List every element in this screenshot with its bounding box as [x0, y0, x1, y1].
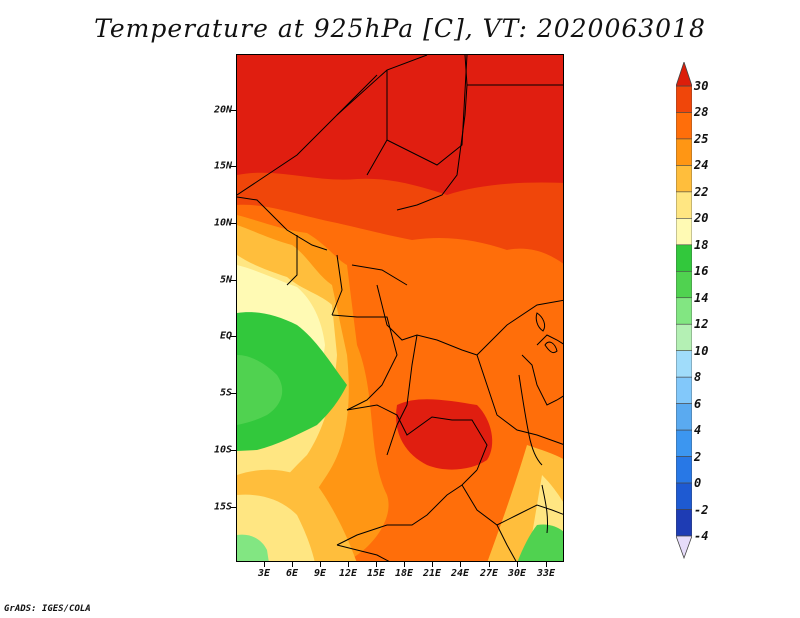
band-16-southeast	[517, 524, 563, 561]
colorbar-label: 30	[694, 79, 709, 93]
lon-label: 6E	[285, 568, 299, 579]
colorbar-label: 18	[694, 237, 709, 252]
lat-tick	[230, 450, 236, 451]
colorbar-segment	[676, 482, 692, 510]
lat-label: 10S	[213, 444, 232, 456]
lon-tick	[432, 562, 433, 567]
colorbar-label: 2	[694, 449, 702, 464]
colorbar-segment	[676, 509, 692, 537]
country-borders	[237, 55, 563, 561]
lat-label: EQ	[219, 330, 232, 342]
colorbar-label: 25	[694, 131, 709, 146]
colorbar-top-arrow	[676, 62, 692, 87]
colorbar-segment	[676, 350, 692, 378]
lat-label: 15N	[213, 160, 232, 172]
lon-tick	[264, 562, 265, 567]
colorbar-label: 22	[694, 184, 709, 199]
colorbar-segment	[676, 85, 692, 113]
lat-tick	[230, 280, 236, 281]
lat-label: 20N	[213, 104, 232, 116]
lon-label: 27E	[479, 568, 499, 579]
colorbar-segment	[676, 297, 692, 325]
lat-label: 15S	[213, 501, 232, 513]
lon-label: 15E	[366, 568, 386, 579]
temperature-map	[236, 54, 564, 562]
lon-tick	[546, 562, 547, 567]
lon-tick	[517, 562, 518, 567]
lon-tick	[404, 562, 405, 567]
lon-label: 30E	[507, 568, 527, 579]
colorbar-segment	[676, 429, 692, 457]
colorbar-segment	[676, 376, 692, 404]
lon-label: 33E	[536, 568, 556, 579]
lon-label: 21E	[422, 568, 442, 579]
colorbar	[676, 62, 692, 560]
lon-label: 3E	[257, 568, 271, 579]
colorbar-segment	[676, 403, 692, 431]
colorbar-label: 24	[694, 158, 709, 173]
colorbar-label: -2	[694, 502, 709, 517]
lat-tick	[230, 336, 236, 337]
lon-label: 12E	[338, 568, 358, 579]
colorbar-label: 20	[694, 211, 709, 226]
lat-tick	[230, 166, 236, 167]
band-16-coast	[237, 312, 347, 451]
colorbar-segment	[676, 218, 692, 246]
lon-label: 9E	[313, 568, 327, 579]
lat-tick	[230, 393, 236, 394]
colorbar-label: 28	[694, 105, 709, 120]
footer-credit: GrADS: IGES/COLA	[4, 604, 91, 614]
lon-label: 24E	[450, 568, 470, 579]
map-title: Temperature at 925hPa [C], VT: 202006301…	[94, 14, 706, 43]
colorbar-label: 6	[694, 396, 702, 411]
colorbar-segment	[676, 456, 692, 484]
lon-tick	[348, 562, 349, 567]
lat-tick	[230, 110, 236, 111]
colorbar-segment	[676, 270, 692, 299]
colorbar-segment	[676, 244, 692, 272]
colorbar-label: -4	[694, 529, 709, 543]
colorbar-segment	[676, 165, 692, 193]
colorbar-segment	[676, 191, 692, 219]
lon-tick	[489, 562, 490, 567]
lat-tick	[230, 507, 236, 508]
hot-pocket-congo	[396, 399, 493, 470]
colorbar-segment	[676, 112, 692, 140]
colorbar-segment	[676, 323, 692, 352]
colorbar-label: 12	[694, 317, 709, 332]
lon-tick	[320, 562, 321, 567]
colorbar-bottom-arrow	[676, 535, 692, 560]
colorbar-label: 8	[694, 370, 702, 385]
lon-tick	[376, 562, 377, 567]
lat-label: 5N	[219, 274, 232, 286]
colorbar-label: 14	[694, 290, 709, 305]
lat-label: 10N	[213, 217, 232, 229]
temperature-field	[237, 55, 563, 561]
band-14-coast	[237, 355, 283, 425]
lon-label: 18E	[394, 568, 414, 579]
colorbar-segment	[676, 138, 692, 166]
lat-label: 5S	[219, 387, 232, 399]
colorbar-label: 10	[694, 343, 709, 358]
lat-tick	[230, 223, 236, 224]
lon-tick	[292, 562, 293, 567]
lakes	[518, 312, 558, 534]
band-16-south	[237, 534, 269, 561]
lon-tick	[460, 562, 461, 567]
colorbar-label: 0	[694, 476, 702, 491]
colorbar-label: 4	[694, 423, 702, 438]
colorbar-label: 16	[694, 264, 709, 279]
